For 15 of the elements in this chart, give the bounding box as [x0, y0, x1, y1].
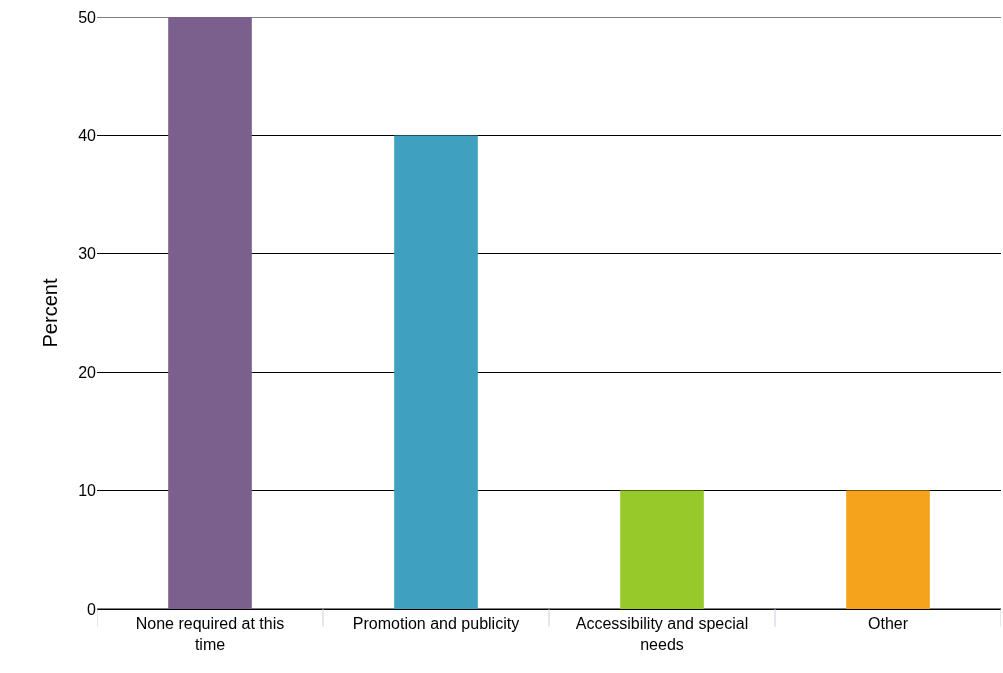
x-tick-label: Promotion and publicity [352, 615, 520, 633]
y-tick-label: 40 [78, 127, 97, 144]
y-tick-label: 30 [78, 245, 97, 263]
y-tick-label: 20 [78, 363, 97, 381]
x-tick-label: Other [867, 615, 909, 633]
y-tick-label: 0 [87, 600, 97, 618]
x-tick-label: None required at this time [135, 615, 285, 653]
bar [168, 17, 252, 609]
bar [394, 135, 478, 609]
bar [620, 490, 704, 609]
bar [846, 490, 930, 609]
y-tick-label: 50 [78, 8, 97, 26]
x-tick-label: Accessibility and special needs [575, 615, 749, 653]
y-tick-label: 10 [78, 482, 97, 500]
y-axis-title: Percent [38, 278, 61, 348]
